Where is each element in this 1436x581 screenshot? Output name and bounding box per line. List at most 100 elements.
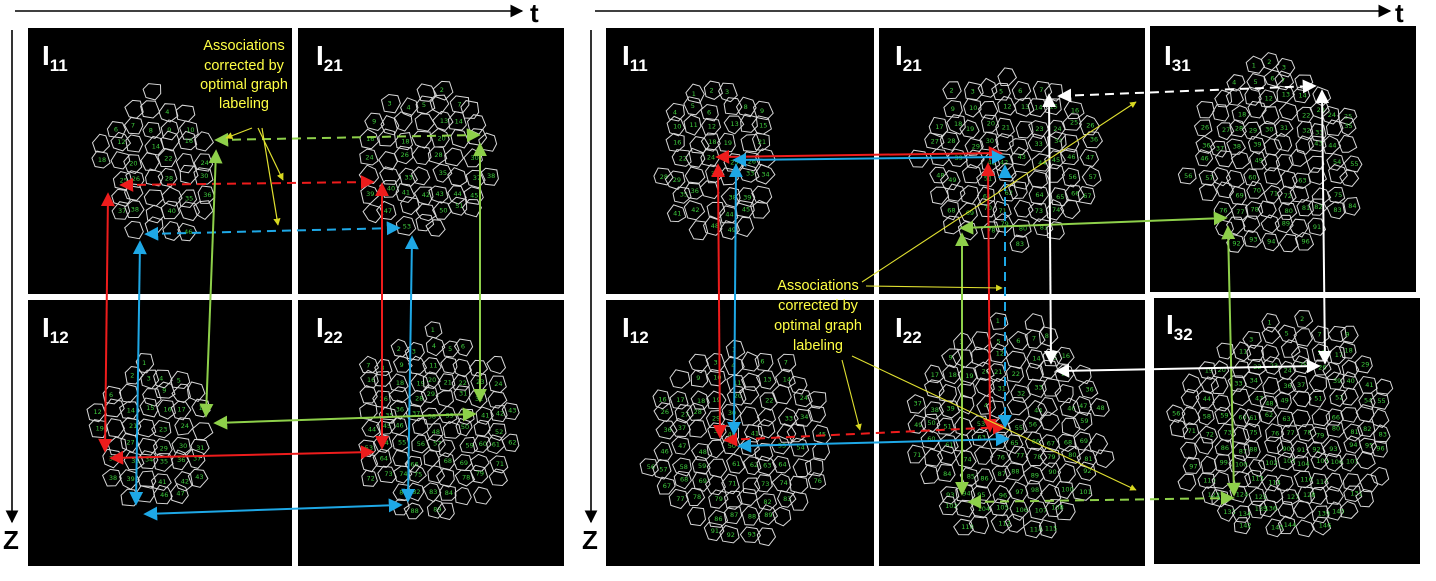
cell-number: 93 [748, 531, 756, 539]
cell-number: 12 [1003, 102, 1011, 110]
cell-number: 13 [1282, 91, 1290, 99]
cell-number: 39 [366, 190, 374, 198]
cell-number: 17 [931, 371, 939, 379]
cell [403, 502, 424, 520]
cell [1311, 408, 1331, 427]
cell-number: 42 [1000, 159, 1008, 167]
cell [1054, 383, 1074, 404]
cell-number: 66 [1332, 413, 1340, 421]
cell [943, 99, 963, 119]
cell [936, 463, 956, 483]
cell [470, 464, 489, 484]
left-axes: t Z [3, 0, 539, 555]
cell-number: 83 [429, 488, 437, 496]
cell-number: 61 [492, 441, 500, 449]
cell-number: 104 [1297, 460, 1309, 468]
cell-number: 73 [1035, 207, 1043, 215]
left-green-link-I11-I21 [214, 128, 481, 147]
cell-number: 29 [160, 444, 168, 452]
cell [429, 94, 450, 115]
label-right-I11: I11 [622, 40, 648, 75]
cell-number: 69 [460, 459, 468, 467]
cell-number: 64 [996, 437, 1004, 445]
cell-number: 9 [696, 374, 700, 382]
cell [1325, 408, 1344, 426]
cell-number: 9 [400, 361, 404, 369]
cell [1355, 488, 1374, 508]
cell [906, 394, 927, 414]
cell [1280, 170, 1298, 189]
cell-number: 108 [1051, 504, 1063, 512]
cell [501, 433, 520, 452]
right-annotation-pointer-4 [851, 355, 1137, 491]
cell-number: 52 [1335, 394, 1343, 402]
left-annotation-line-2: corrected by [204, 58, 285, 74]
cell [1078, 379, 1099, 399]
cell-number: 94 [1349, 441, 1357, 449]
cell-number: 77 [1286, 429, 1294, 437]
cell [1306, 441, 1326, 459]
cell-number: 38 [1233, 143, 1241, 151]
cell [1004, 462, 1025, 481]
cell [946, 114, 966, 135]
cell-number: 2 [397, 345, 401, 353]
cell [928, 116, 949, 138]
cell [653, 441, 673, 461]
cell [775, 368, 796, 389]
cell-number: 65 [1010, 439, 1018, 447]
cell-number: 22 [1012, 370, 1020, 378]
cell-number: 44 [454, 190, 462, 198]
cell-number: 24 [1284, 367, 1292, 375]
cell [1275, 474, 1294, 492]
cell [1094, 449, 1115, 469]
cell-number: 92 [727, 531, 735, 539]
cell-number: 98 [1031, 486, 1039, 494]
cell [683, 96, 703, 116]
cell-number: 8 [744, 103, 748, 111]
cell-number: 1 [996, 317, 1000, 325]
cell [1247, 100, 1267, 119]
cell [1261, 232, 1280, 252]
cell-number: 7 [1281, 76, 1285, 84]
cell-number: 46 [160, 491, 168, 499]
cell [425, 219, 446, 237]
cell-number: 19 [724, 139, 732, 147]
cell [1277, 451, 1296, 471]
cell-number: 26 [1086, 122, 1094, 130]
cell [1339, 341, 1357, 359]
cell-number: 78 [1033, 453, 1041, 461]
cell-number: 19 [965, 372, 973, 380]
cell [1371, 408, 1390, 428]
cell [359, 148, 379, 166]
cell-number: 3 [725, 88, 729, 96]
cell-number: 35 [680, 191, 688, 199]
cell [946, 183, 966, 202]
cell-number: 28 [434, 151, 442, 159]
cell [1288, 148, 1308, 167]
cell [1082, 131, 1103, 149]
cell-number: 49 [1255, 157, 1263, 165]
cell [487, 422, 507, 442]
cell [1275, 57, 1296, 78]
cell-number: 21 [129, 422, 137, 430]
label-left-I12: I12 [42, 312, 69, 347]
left-annotation-pointer-3 [261, 127, 281, 226]
cell-number: 74 [399, 470, 407, 478]
cell-number: 75 [1334, 191, 1342, 199]
cell-number: 64 [380, 455, 388, 463]
cell-number: 142 [1239, 522, 1251, 530]
cell-number: 18 [1345, 347, 1353, 355]
cell [1062, 113, 1082, 131]
cell [990, 514, 1013, 534]
cell-number: 57 [1089, 173, 1097, 181]
cell-number: 82 [1363, 425, 1371, 433]
left-annotation-line-4: labeling [219, 96, 269, 112]
cell-number: 84 [1348, 202, 1356, 210]
right-white-link-I21-I22 [1042, 93, 1058, 365]
cell [1037, 396, 1058, 416]
cell-number: 9 [162, 387, 166, 395]
cell-number: 29 [1249, 127, 1257, 135]
cell-number: 91 [1313, 223, 1321, 231]
cell [426, 499, 447, 519]
cell [1375, 378, 1394, 397]
